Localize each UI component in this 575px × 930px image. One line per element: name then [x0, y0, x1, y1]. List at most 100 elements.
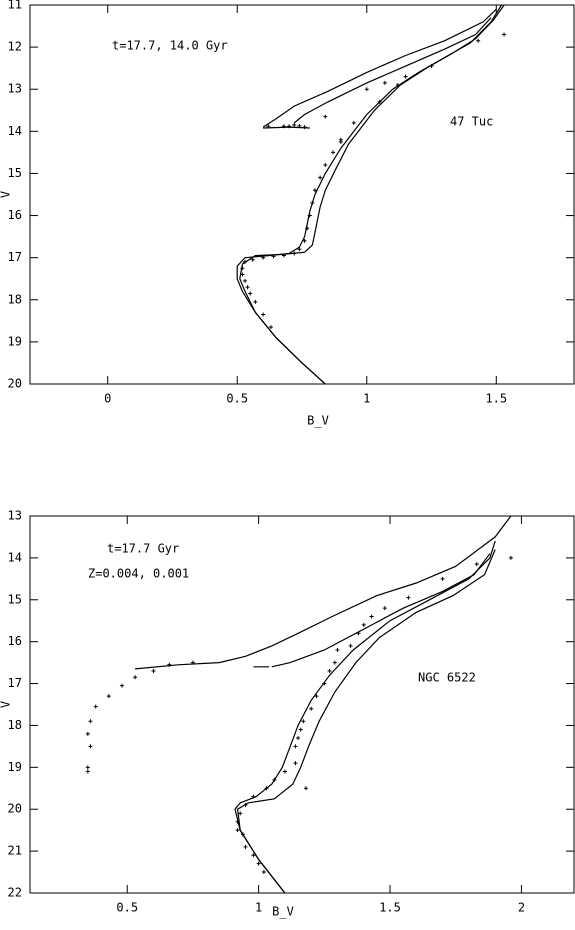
star-point: [351, 120, 356, 125]
star-point: [331, 150, 336, 155]
star-point: [382, 80, 387, 85]
y-tick-label: 22: [8, 886, 22, 900]
isochrone: [262, 8, 497, 128]
annotation: t=17.7, 14.0 Gyr: [112, 39, 228, 53]
plot-frame: [29, 515, 575, 894]
x-axis-label: B_V: [307, 414, 329, 428]
y-tick-label: 18: [8, 292, 22, 306]
star-point: [245, 285, 250, 290]
x-axis-label: B_V: [272, 905, 294, 919]
star-point: [369, 614, 374, 619]
y-tick-label: 15: [8, 592, 22, 606]
star-point: [301, 719, 306, 724]
star-point: [303, 786, 308, 791]
star-point: [261, 870, 266, 875]
annotation: 47 Tuc: [450, 115, 493, 129]
star-point: [312, 188, 317, 193]
star-point: [190, 660, 195, 665]
star-point: [281, 253, 286, 258]
star-point: [268, 325, 273, 330]
star-point: [85, 769, 90, 774]
star-point: [297, 123, 302, 128]
star-point: [440, 576, 445, 581]
annotation: NGC 6522: [418, 671, 476, 685]
x-tick-label: 0: [104, 392, 111, 406]
star-point: [318, 175, 323, 180]
y-tick-label: 17: [8, 676, 22, 690]
star-point: [296, 736, 301, 741]
star-point: [282, 769, 287, 774]
star-point: [323, 163, 328, 168]
star-point: [243, 278, 248, 283]
x-tick-label: 1.5: [485, 392, 507, 406]
y-tick-label: 11: [8, 0, 22, 12]
star-point: [240, 832, 245, 837]
star-point: [256, 861, 261, 866]
y-tick-label: 12: [8, 40, 22, 54]
isochrone: [236, 549, 496, 894]
star-point: [271, 254, 276, 259]
star-point: [502, 32, 507, 37]
annotation: t=17.7 Gyr: [107, 542, 179, 556]
star-point: [307, 213, 312, 218]
star-point: [310, 200, 315, 205]
star-point: [243, 259, 248, 264]
y-axis-label: V: [0, 701, 13, 708]
isochrone: [236, 4, 503, 385]
x-tick-label: 1: [255, 901, 262, 915]
isochrone: [293, 17, 492, 124]
isochrone: [239, 4, 505, 385]
star-point: [240, 266, 245, 271]
y-tick-label: 15: [8, 166, 22, 180]
y-tick-label: 17: [8, 250, 22, 264]
star-point: [167, 662, 172, 667]
star-point: [348, 643, 353, 648]
star-point: [250, 257, 255, 262]
star-point: [327, 668, 332, 673]
star-point: [251, 794, 256, 799]
star-point: [323, 114, 328, 119]
star-point: [85, 731, 90, 736]
star-point: [297, 247, 302, 252]
x-tick-label: 0.5: [226, 392, 248, 406]
star-point: [403, 74, 408, 79]
star-point: [272, 777, 277, 782]
star-point: [235, 819, 240, 824]
star-point: [406, 595, 411, 600]
star-point: [287, 124, 292, 129]
x-tick-label: 1.5: [379, 901, 401, 915]
star-point: [88, 744, 93, 749]
plot-frame: [29, 4, 575, 385]
star-point: [85, 765, 90, 770]
star-point: [251, 853, 256, 858]
star-point: [240, 272, 245, 277]
star-point: [395, 83, 400, 88]
star-point: [106, 694, 111, 699]
y-tick-label: 14: [8, 124, 22, 138]
star-point: [338, 137, 343, 142]
star-point: [261, 312, 266, 317]
star-point: [261, 255, 266, 260]
isochrone: [135, 515, 512, 670]
star-point: [309, 706, 314, 711]
isochrone: [271, 553, 491, 668]
star-point: [382, 606, 387, 611]
star-point: [119, 683, 124, 688]
star-point: [293, 761, 298, 766]
star-point: [243, 803, 248, 808]
star-point: [474, 562, 479, 567]
star-point: [266, 124, 271, 129]
star-point: [235, 828, 240, 833]
star-point: [88, 719, 93, 724]
star-point: [253, 299, 258, 304]
star-point: [133, 675, 138, 680]
star-point: [332, 660, 337, 665]
star-point: [322, 681, 327, 686]
star-point: [302, 238, 307, 243]
star-point: [335, 648, 340, 653]
y-tick-label: 13: [8, 509, 22, 523]
star-point: [364, 87, 369, 92]
y-tick-label: 21: [8, 844, 22, 858]
y-tick-label: 16: [8, 634, 22, 648]
